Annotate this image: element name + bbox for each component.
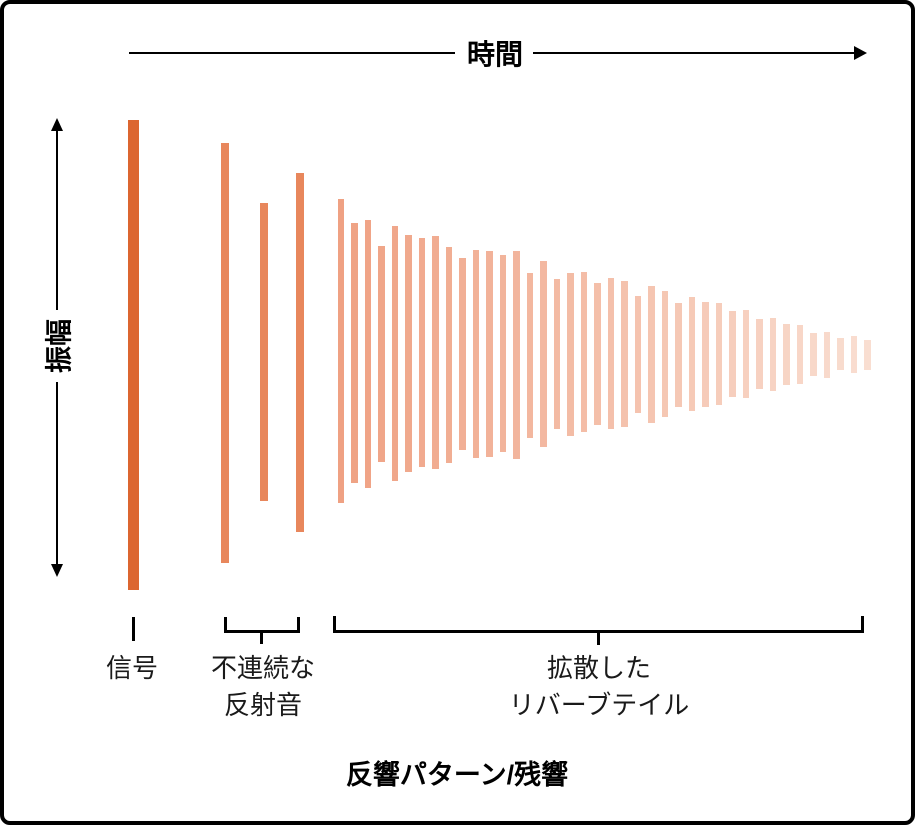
tail-bar — [378, 246, 385, 462]
discrete-reflections-label: 不連続な 反射音 — [211, 650, 315, 724]
tail-bar — [513, 251, 520, 459]
tail-bar — [621, 281, 628, 427]
tail-bar — [351, 223, 358, 483]
signal-tick-mark — [132, 617, 135, 641]
tail-bar — [661, 291, 668, 417]
tail-bar — [594, 283, 601, 425]
reflection-bar — [260, 203, 268, 501]
tail-bar — [405, 235, 412, 472]
tail-bar — [810, 333, 817, 376]
tail-bar — [459, 258, 466, 450]
tail-bar — [864, 340, 871, 370]
tail-bar — [634, 296, 641, 413]
tail-bracket-tick — [597, 631, 600, 645]
tail-bar — [648, 286, 655, 423]
arrowhead-down-icon — [51, 564, 63, 577]
tail-bar — [540, 261, 547, 447]
tail-bar — [729, 311, 736, 397]
discrete-reflections-label-line2: 反射音 — [223, 690, 303, 720]
tail-bar — [567, 273, 574, 436]
tail-bar — [418, 238, 425, 467]
reflection-bar — [296, 173, 304, 532]
amplitude-axis-line-top — [56, 129, 58, 310]
tail-bar — [796, 325, 803, 384]
tail-bar — [769, 318, 776, 391]
amplitude-axis-line-bottom — [56, 382, 58, 565]
time-axis-line-right — [533, 52, 855, 54]
diffuse-tail-label-line1: 拡散した — [546, 653, 652, 683]
tail-bar — [783, 324, 790, 385]
tail-bar — [688, 297, 695, 411]
discrete-reflections-label-line1: 不連続な — [210, 653, 316, 683]
tail-bar — [553, 279, 560, 429]
amplitude-axis-label: 振幅 — [44, 319, 75, 373]
diagram-title: 反響パターン/残響 — [345, 760, 569, 790]
arrowhead-up-icon — [51, 118, 63, 131]
tail-bar — [364, 220, 371, 488]
tail-bar — [526, 273, 533, 438]
tail-bar — [742, 310, 749, 398]
tail-bar — [499, 255, 506, 452]
tail-bar — [715, 303, 722, 405]
signal-bar — [128, 120, 139, 590]
tail-bar — [837, 338, 844, 370]
tail-bar — [850, 336, 857, 373]
reflection-bar — [221, 143, 229, 563]
tail-bar — [580, 272, 587, 432]
tail-bar — [432, 236, 439, 469]
time-axis-line-left — [129, 52, 455, 54]
tail-bar — [337, 199, 344, 503]
diffuse-tail-label: 拡散した リバーブテイル — [509, 650, 689, 724]
tail-bar — [472, 250, 479, 458]
tail-bar — [607, 278, 614, 429]
tail-bar — [391, 226, 398, 481]
tail-bar — [486, 251, 493, 457]
tail-bar — [445, 247, 452, 463]
tail-bar — [823, 332, 830, 378]
diffuse-tail-label-line2: リバーブテイル — [508, 690, 690, 720]
reflections-bracket-tick — [260, 631, 263, 644]
tail-bar — [675, 303, 682, 407]
tail-bar — [756, 319, 763, 389]
time-axis-label: 時間 — [466, 39, 524, 70]
signal-label: 信号 — [105, 653, 159, 683]
tail-bar — [702, 302, 709, 407]
arrowhead-right-icon — [854, 46, 867, 60]
